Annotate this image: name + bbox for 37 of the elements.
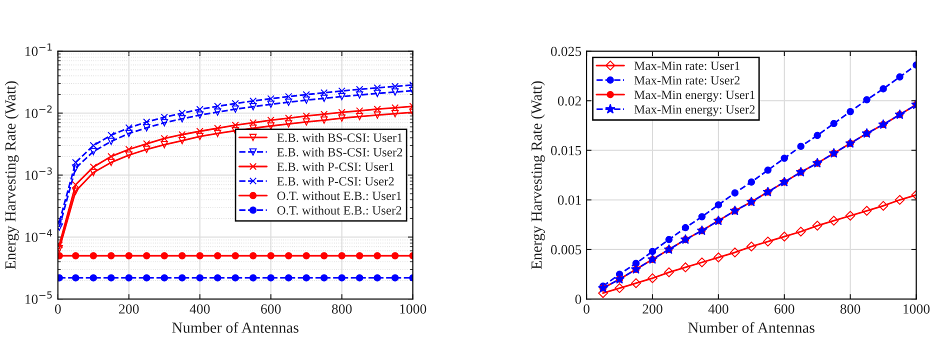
x-tick-label: 0	[584, 304, 590, 314]
legend-label: E.B. with BS-CSI: User1	[277, 133, 402, 142]
legend-label: O.T. without E.B.: User1	[277, 191, 402, 200]
y-tick-label: 0.025	[550, 46, 582, 56]
x-tick-label: 600	[261, 304, 281, 314]
x-tick-label: 200	[119, 304, 139, 314]
y-tick-label: 0	[575, 294, 582, 304]
y-tick-label: 0.02	[558, 96, 581, 106]
x-tick-label: 1000	[400, 304, 426, 314]
legend-label: Max-Min energy: User2	[634, 105, 755, 116]
x-axis-title: Number of Antennas	[172, 322, 298, 333]
y-tick-label: 10$^{−1}$	[26, 43, 52, 56]
x-tick-label: 200	[642, 304, 662, 314]
x-tick-label: 1000	[904, 304, 930, 314]
legend-label: Max-Min energy: User1	[634, 90, 755, 102]
y-tick-label: 0.015	[550, 146, 582, 156]
x-tick-label: 400	[190, 304, 210, 314]
y-tick-label: 10$^{−2}$	[26, 105, 52, 118]
y-tick-label: 10$^{−5}$	[26, 291, 52, 304]
y-axis-title: Energy Harvesting Rate (Watt)	[4, 81, 19, 270]
legend-label: E.B. with P-CSI: User1	[277, 162, 394, 172]
legend-label: Max-Min rate: User1	[634, 62, 740, 70]
legend-label: E.B. with P-CSI: User2	[277, 176, 394, 186]
y-tick-label: 10$^{−4}$	[26, 229, 52, 242]
y-tick-label: 10$^{−3}$	[26, 167, 52, 180]
x-tick-label: 800	[332, 304, 352, 314]
legend-label: Max-Min rate: User2	[634, 76, 740, 85]
y-axis-title: Energy Harvesting Rate (Watt)	[530, 81, 545, 270]
y-tick-label: 0.005	[550, 245, 582, 254]
legend-label: E.B. with BS-CSI: User2	[277, 148, 402, 157]
x-tick-label: 400	[708, 304, 728, 314]
x-tick-label: 0	[54, 304, 61, 314]
x-tick-label: 600	[774, 304, 794, 314]
legend-label: O.T. without E.B.: User2	[277, 206, 402, 215]
x-axis-title: Number of Antennas	[688, 322, 814, 333]
x-tick-label: 800	[840, 304, 860, 314]
y-tick-label: 0.01	[558, 195, 581, 205]
